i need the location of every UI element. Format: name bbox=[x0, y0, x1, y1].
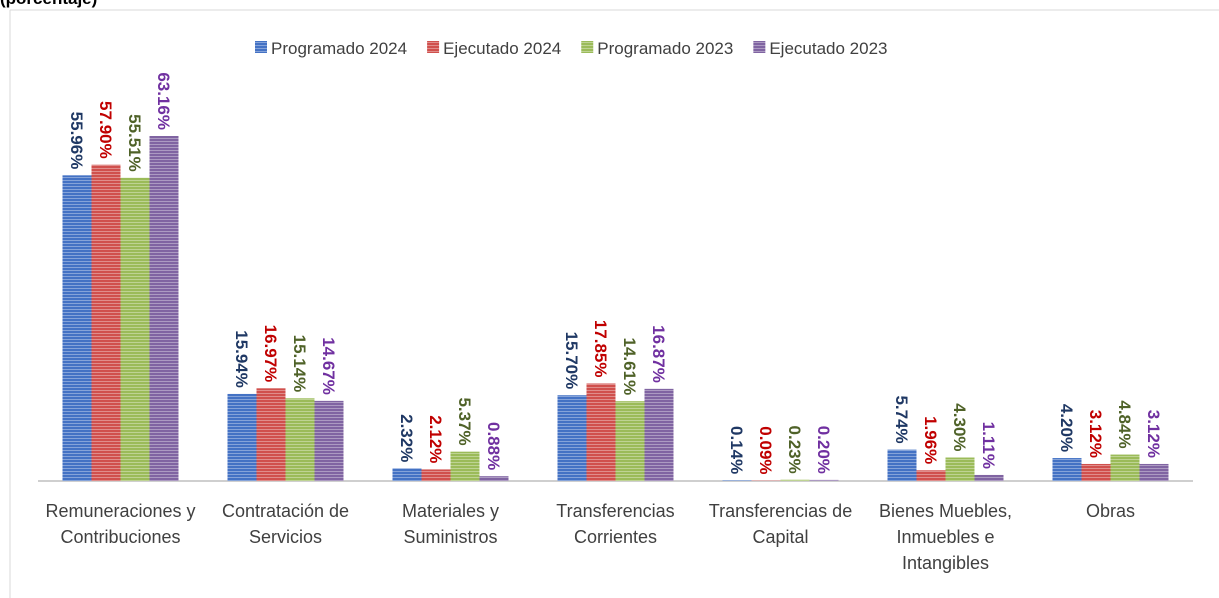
legend-swatch bbox=[427, 41, 440, 53]
bar bbox=[421, 469, 451, 481]
value-label: 0.20% bbox=[814, 426, 833, 474]
bar bbox=[1081, 463, 1111, 481]
bar bbox=[120, 177, 150, 481]
legend-label: Ejecutado 2024 bbox=[443, 39, 561, 58]
value-label: 15.94% bbox=[232, 330, 251, 388]
bar bbox=[1110, 454, 1140, 481]
bar bbox=[256, 388, 286, 481]
legend-swatch bbox=[255, 41, 267, 53]
value-label: 16.87% bbox=[649, 325, 668, 383]
bar bbox=[450, 451, 480, 481]
value-label: 2.32% bbox=[397, 414, 416, 462]
bar bbox=[887, 449, 917, 481]
bar bbox=[227, 393, 257, 481]
value-label: 0.88% bbox=[484, 422, 503, 470]
bar bbox=[285, 398, 315, 481]
value-label: 15.70% bbox=[562, 332, 581, 390]
bar bbox=[62, 175, 92, 482]
x-tick-label: Transferencias de Capital bbox=[708, 501, 853, 547]
legend-label: Ejecutado 2023 bbox=[769, 39, 887, 58]
value-label: 14.67% bbox=[319, 337, 338, 395]
bar bbox=[809, 479, 839, 481]
value-label: 2.12% bbox=[426, 415, 445, 463]
bar bbox=[479, 476, 509, 481]
value-label: 17.85% bbox=[591, 320, 610, 378]
value-label: 0.23% bbox=[785, 426, 804, 474]
value-label: 5.37% bbox=[455, 397, 474, 445]
value-label: 4.84% bbox=[1115, 400, 1134, 448]
value-label: 1.96% bbox=[921, 416, 940, 464]
x-tick-label: Contratación de Servicios bbox=[221, 501, 350, 547]
value-label: 5.74% bbox=[892, 395, 911, 443]
value-label: 0.14% bbox=[727, 426, 746, 474]
bar bbox=[91, 164, 121, 481]
bar bbox=[722, 480, 752, 481]
bar bbox=[974, 474, 1004, 481]
legend-label: Programado 2023 bbox=[597, 39, 733, 58]
x-tick-label: Materiales y Suministros bbox=[401, 501, 500, 547]
bar bbox=[945, 457, 975, 481]
legend-label: Programado 2024 bbox=[271, 39, 407, 58]
bar bbox=[644, 388, 674, 481]
value-label: 3.12% bbox=[1086, 410, 1105, 458]
legend-swatch bbox=[581, 41, 594, 53]
subtitle: (porcentaje) bbox=[0, 0, 97, 8]
value-label: 1.11% bbox=[979, 422, 998, 469]
value-label: 0.09% bbox=[756, 426, 775, 474]
value-label: 4.20% bbox=[1057, 404, 1076, 452]
x-tick-label: Remuneraciones y Contribuciones bbox=[45, 501, 196, 547]
bar bbox=[149, 136, 179, 481]
x-tick-label: Obras bbox=[1085, 501, 1136, 521]
bar bbox=[780, 479, 810, 481]
bar bbox=[586, 383, 616, 481]
value-label: 55.96% bbox=[67, 112, 86, 170]
value-label: 4.30% bbox=[950, 403, 969, 451]
value-label: 15.14% bbox=[290, 335, 309, 393]
value-label: 16.97% bbox=[261, 325, 280, 383]
bar bbox=[314, 400, 344, 481]
bar bbox=[1139, 463, 1169, 481]
value-label: 14.61% bbox=[620, 338, 639, 396]
bar bbox=[392, 468, 422, 481]
value-label: 55.51% bbox=[125, 114, 144, 172]
x-tick-label: Bienes Muebles, Inmuebles e Intangibles bbox=[878, 501, 1013, 573]
bar bbox=[1052, 458, 1082, 481]
bar bbox=[615, 401, 645, 481]
value-label: 3.12% bbox=[1144, 410, 1163, 458]
bar bbox=[557, 395, 587, 481]
x-tick-label: Transferencias Corrientes bbox=[556, 501, 675, 547]
legend-swatch bbox=[753, 41, 766, 53]
value-label: 57.90% bbox=[96, 101, 115, 159]
value-label: 63.16% bbox=[154, 72, 173, 130]
bar bbox=[916, 470, 946, 481]
